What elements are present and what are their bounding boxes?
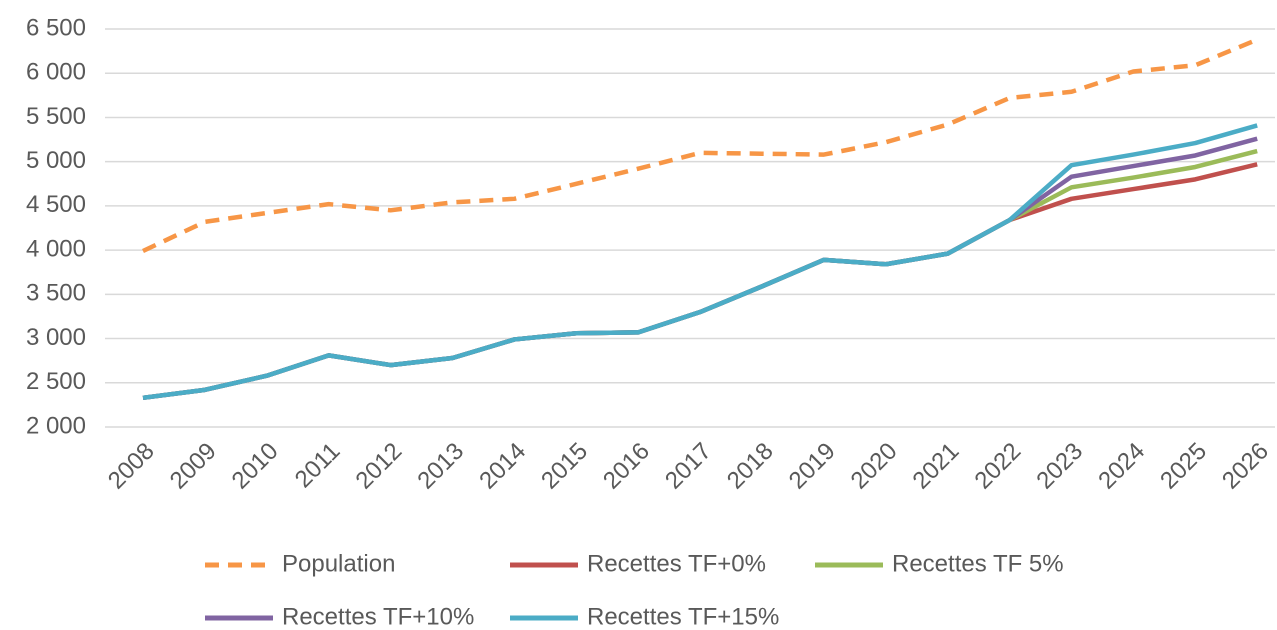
y-tick-label: 6 500 xyxy=(26,14,86,41)
legend-label: Recettes TF+10% xyxy=(282,603,474,630)
x-tick-label: 2024 xyxy=(1093,438,1150,495)
x-tick-label: 2019 xyxy=(784,438,841,495)
series-line xyxy=(142,123,1258,401)
y-tick-label: 3 500 xyxy=(26,280,86,307)
x-tick-label: 2015 xyxy=(536,438,593,495)
y-tick-label: 6 000 xyxy=(26,59,86,86)
series-line xyxy=(142,37,1259,254)
y-tick-label: 5 000 xyxy=(26,147,86,174)
x-tick-label: 2018 xyxy=(722,438,779,495)
y-tick-label: 2 000 xyxy=(26,412,86,439)
y-tick-label: 4 500 xyxy=(26,191,86,218)
x-tick-label: 2022 xyxy=(969,438,1026,495)
series-line xyxy=(142,136,1258,401)
x-tick-label: 2023 xyxy=(1031,438,1088,495)
x-tick-label: 2025 xyxy=(1155,438,1212,495)
x-tick-label: 2009 xyxy=(165,438,222,495)
y-tick-label: 4 000 xyxy=(26,235,86,262)
legend-label: Recettes TF 5% xyxy=(892,550,1064,577)
legend-label: Population xyxy=(282,550,395,577)
x-tick-label: 2026 xyxy=(1217,438,1274,495)
x-tick-label: 2012 xyxy=(350,438,407,495)
x-tick-label: 2011 xyxy=(290,438,346,494)
x-tick-label: 2016 xyxy=(598,438,655,495)
x-tick-label: 2014 xyxy=(474,438,531,495)
x-tick-label: 2013 xyxy=(412,438,469,495)
x-tick-label: 2020 xyxy=(846,438,903,495)
legend-label: Recettes TF+15% xyxy=(587,603,779,630)
x-tick-label: 2008 xyxy=(103,438,160,495)
legend-label: Recettes TF+0% xyxy=(587,550,766,577)
y-tick-label: 5 500 xyxy=(26,103,86,130)
y-tick-label: 2 500 xyxy=(26,368,86,395)
y-tick-label: 3 000 xyxy=(26,324,86,351)
x-tick-label: 2010 xyxy=(227,438,284,495)
x-tick-label: 2017 xyxy=(660,438,717,495)
x-tick-label: 2021 xyxy=(908,438,965,495)
